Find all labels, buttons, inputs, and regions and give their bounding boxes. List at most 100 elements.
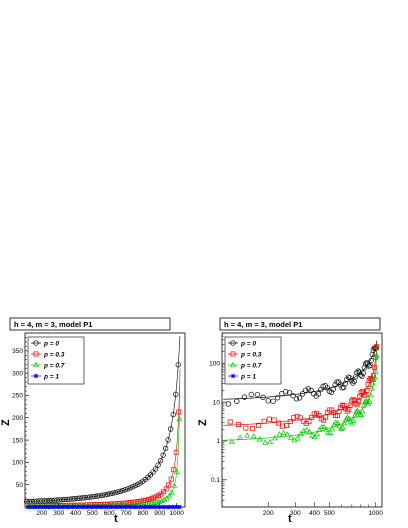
right-data-point bbox=[359, 373, 365, 379]
left-data-point bbox=[66, 504, 71, 510]
left-x-tick-label: 700 bbox=[121, 510, 132, 517]
left-data-point bbox=[142, 504, 147, 510]
right-title-box bbox=[219, 317, 381, 331]
left-data-point bbox=[112, 489, 118, 496]
right-x-tick-label: 300 bbox=[290, 510, 301, 517]
right-data-point bbox=[338, 425, 344, 431]
right-legend-marker bbox=[230, 351, 236, 357]
left-data-point bbox=[165, 437, 171, 443]
left-data-point bbox=[46, 497, 53, 504]
left-x-tick-label: 400 bbox=[70, 510, 81, 517]
left-data-point bbox=[63, 504, 69, 510]
right-data-point bbox=[360, 402, 367, 408]
right-x-tick-label: 1000 bbox=[368, 510, 383, 517]
left-data-point bbox=[130, 484, 136, 490]
right-data-point bbox=[351, 378, 357, 385]
right-x-ticks: 200 300 400 500 1000 bbox=[263, 502, 383, 517]
left-y-tick-label: 350 bbox=[12, 348, 23, 355]
left-y-tick-label: 150 bbox=[12, 437, 23, 444]
left-data-point bbox=[107, 491, 113, 497]
right-data-point bbox=[359, 407, 366, 414]
left-data-point bbox=[161, 496, 168, 502]
right-data-point bbox=[309, 414, 315, 420]
left-data-point bbox=[43, 504, 49, 510]
right-y-tick-label: 0.1 bbox=[211, 477, 220, 484]
left-series-0 bbox=[24, 336, 181, 505]
left-data-point bbox=[116, 504, 122, 510]
left-data-point bbox=[175, 362, 181, 368]
right-data-point bbox=[316, 426, 323, 432]
left-data-point bbox=[61, 496, 68, 503]
right-data-point bbox=[330, 386, 336, 392]
right-data-point bbox=[355, 368, 361, 374]
left-data-point bbox=[124, 504, 130, 510]
left-data-point bbox=[147, 504, 152, 510]
left-data-point bbox=[172, 504, 178, 510]
right-data-point bbox=[372, 368, 379, 374]
left-data-point bbox=[99, 492, 106, 498]
left-data-point bbox=[38, 504, 44, 510]
right-x-axis-label: t bbox=[288, 513, 292, 525]
right-data-point bbox=[284, 431, 291, 437]
left-chart-title: h = 4, m = 3, model P1 bbox=[14, 320, 92, 329]
right-data-point bbox=[356, 369, 363, 375]
left-x-tick-label: 600 bbox=[104, 510, 115, 517]
left-chart-panel: h = 4, m = 3, model P1 50 100 150 200 250 300… bbox=[0, 317, 186, 525]
right-data-point bbox=[296, 395, 303, 401]
right-chart-panel: h = 4, m = 3, model P1 0.1 1 10 100 200 300 4… bbox=[197, 318, 383, 525]
right-data-point bbox=[229, 438, 235, 444]
left-data-point bbox=[132, 504, 137, 510]
right-data-point bbox=[366, 398, 373, 404]
left-data-point bbox=[33, 504, 39, 510]
left-data-point bbox=[157, 504, 162, 510]
left-data-point bbox=[41, 498, 48, 504]
left-data-point bbox=[44, 498, 50, 504]
left-legend-label: p = 1 bbox=[43, 373, 59, 380]
left-data-point bbox=[166, 492, 173, 499]
right-data-point bbox=[306, 428, 313, 435]
right-data-point bbox=[236, 422, 241, 428]
left-legend-label: p = 0.7 bbox=[43, 362, 65, 369]
right-data-point bbox=[354, 369, 360, 376]
right-legend-marker bbox=[230, 361, 236, 368]
right-data-point bbox=[337, 382, 344, 388]
left-data-point bbox=[155, 462, 161, 468]
right-data-point bbox=[355, 409, 362, 415]
left-data-point bbox=[76, 504, 82, 510]
right-legend-label: p = 0.7 bbox=[240, 362, 262, 369]
right-data-point bbox=[243, 425, 249, 431]
right-data-point bbox=[341, 419, 348, 426]
left-legend-marker bbox=[33, 361, 39, 368]
right-data-point bbox=[297, 415, 303, 421]
left-data-point bbox=[169, 504, 175, 510]
left-data-point bbox=[152, 466, 159, 472]
right-y-tick-label: 100 bbox=[209, 360, 220, 367]
left-data-point bbox=[129, 504, 135, 510]
right-data-point bbox=[311, 433, 318, 440]
left-data-point bbox=[71, 504, 76, 510]
left-x-tick-label: 800 bbox=[137, 510, 148, 517]
left-legend-marker bbox=[33, 373, 39, 379]
left-series-line bbox=[25, 373, 181, 507]
left-data-point bbox=[120, 487, 126, 494]
left-data-point bbox=[162, 504, 167, 510]
right-series-1 bbox=[223, 344, 379, 432]
right-data-point bbox=[261, 418, 267, 424]
right-y-tick-label: 1 bbox=[216, 438, 220, 445]
right-data-point bbox=[363, 392, 369, 398]
left-data-point bbox=[150, 469, 156, 475]
right-legend-marker bbox=[230, 340, 236, 346]
right-data-point bbox=[254, 391, 261, 398]
left-data-point bbox=[167, 504, 172, 510]
right-data-point bbox=[334, 379, 340, 385]
right-legend-label: p = 1 bbox=[240, 373, 256, 380]
left-data-point bbox=[86, 504, 92, 510]
right-data-point bbox=[353, 400, 359, 406]
right-data-point bbox=[332, 382, 338, 388]
right-data-point bbox=[373, 352, 380, 358]
left-y-tick-label: 200 bbox=[12, 415, 23, 422]
left-data-point bbox=[41, 504, 46, 510]
left-data-point bbox=[61, 504, 66, 510]
left-data-point bbox=[36, 504, 41, 510]
left-data-point bbox=[84, 494, 90, 501]
